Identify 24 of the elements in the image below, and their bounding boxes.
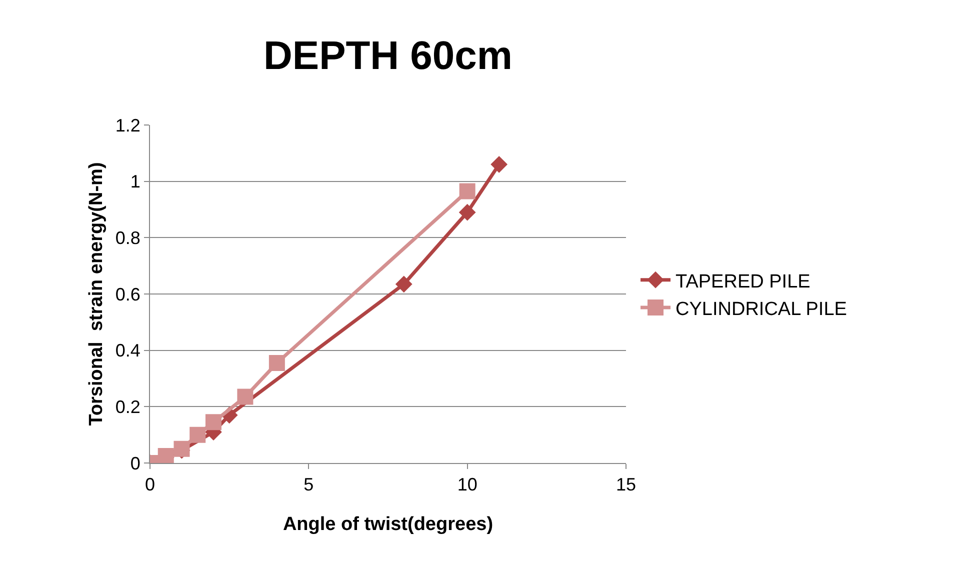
point [237, 388, 254, 405]
point [458, 204, 476, 221]
y-tick-label: 0.4 [115, 340, 140, 361]
x-tick-label: 0 [144, 474, 156, 495]
y-tick-label: 0.2 [115, 396, 140, 417]
y-tick-label: 0.8 [115, 228, 140, 248]
y-tick-label: 0.6 [115, 284, 140, 304]
x-tick-label: 10 [457, 474, 478, 495]
y-axis-title: Torsional strain energy(N-m) [86, 162, 107, 426]
x-tick-label: 5 [304, 474, 314, 495]
x-tick-label: 15 [616, 474, 636, 495]
point [190, 426, 206, 443]
x-axis-title: Angle of twist(degrees) [282, 514, 494, 535]
legend-label: CYLINDRICAL PILE [676, 298, 847, 320]
chart-title: DEPTH 60cm [264, 34, 512, 78]
point [395, 276, 412, 293]
point [205, 414, 222, 430]
legend-label: TAPERED PILE [676, 271, 810, 292]
y-tick-label: 1 [130, 172, 140, 192]
point [459, 183, 476, 200]
y-tick-label: 0 [130, 453, 140, 474]
point [268, 355, 285, 372]
y-tick-label: 1.2 [115, 115, 140, 136]
point [490, 156, 508, 173]
